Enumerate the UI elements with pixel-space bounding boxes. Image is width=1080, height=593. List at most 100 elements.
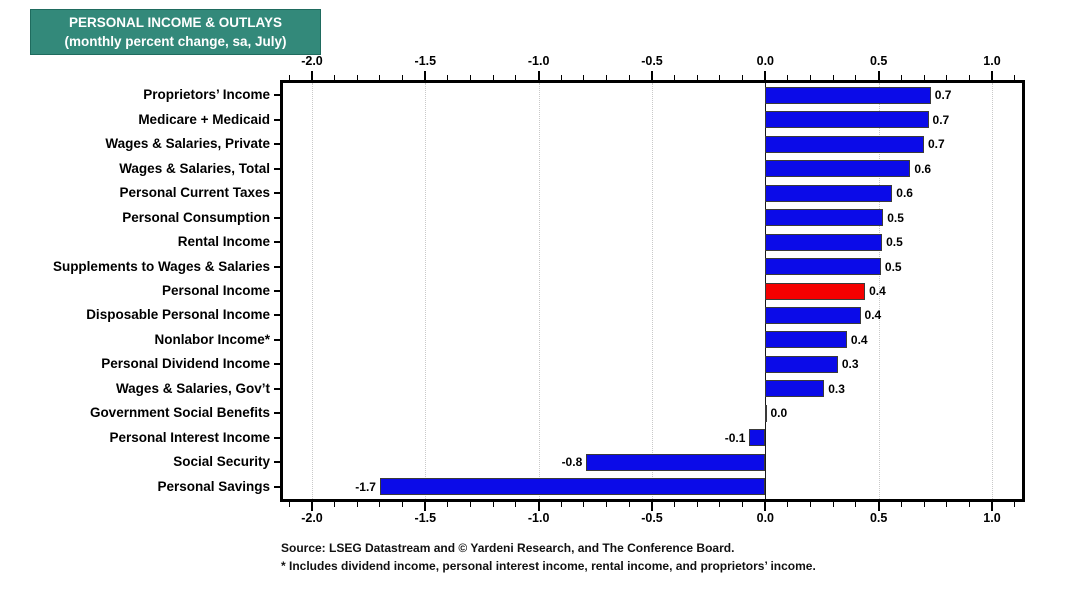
chart-footer: Source: LSEG Datastream and © Yardeni Re… <box>281 539 816 575</box>
x-axis-tick-bottom <box>492 502 494 507</box>
category-axis-tick <box>274 118 280 121</box>
x-axis-tick-bottom <box>900 502 902 507</box>
x-axis-tick-top <box>991 71 993 80</box>
x-axis-tick-bottom <box>991 502 993 511</box>
x-axis-tick-bottom <box>288 502 290 507</box>
category-label: Personal Income <box>161 283 270 298</box>
bar <box>586 453 766 471</box>
value-label: 0.6 <box>896 186 913 201</box>
x-axis-tick-top <box>288 75 290 80</box>
value-label: 0.5 <box>886 235 903 250</box>
category-label: Disposable Personal Income <box>86 307 270 323</box>
x-axis-tick-bottom <box>628 502 630 507</box>
bar <box>765 86 931 104</box>
x-axis-tick-bottom <box>1014 502 1016 507</box>
x-axis-tick-top <box>946 75 948 80</box>
x-axis-tick-bottom <box>537 502 540 511</box>
x-axis-tick-bottom <box>447 502 449 507</box>
value-label: 0.7 <box>934 88 952 103</box>
x-axis-tick-top <box>719 75 721 80</box>
bar <box>749 429 766 447</box>
category-axis-tick <box>274 363 280 366</box>
x-axis-tick-bottom <box>719 502 721 507</box>
category-label: Medicare + Medicaid <box>138 111 270 127</box>
x-axis-tick-top <box>492 75 494 80</box>
x-axis-tick-bottom <box>310 502 313 511</box>
category-axis-tick <box>274 461 280 464</box>
x-tick-label-top: 1.0 <box>983 54 1001 68</box>
x-axis-tick-top <box>424 71 427 80</box>
x-axis-tick-bottom <box>356 502 358 507</box>
major-gridline <box>992 83 993 499</box>
category-axis-tick <box>274 241 280 244</box>
bar <box>765 258 881 276</box>
x-axis-tick-top <box>832 75 834 80</box>
x-axis-tick-bottom <box>650 502 653 511</box>
value-label: -1.7 <box>355 479 376 494</box>
footnote: * Includes dividend income, personal int… <box>281 559 816 573</box>
x-tick-label-top: 0.5 <box>869 54 888 68</box>
x-axis-tick-bottom <box>424 502 427 511</box>
x-axis-tick-top <box>923 75 925 80</box>
x-axis-tick-bottom <box>515 502 517 507</box>
value-label: -0.8 <box>561 455 583 470</box>
category-axis-tick <box>274 314 280 317</box>
value-label: -0.1 <box>724 430 746 445</box>
x-axis-tick-top <box>650 71 653 80</box>
x-axis-tick-bottom <box>470 502 472 507</box>
bar <box>765 331 847 349</box>
x-axis-tick-top <box>742 75 744 80</box>
bar <box>765 160 911 178</box>
category-label: Nonlabor Income* <box>154 331 270 347</box>
x-axis-tick-bottom <box>402 502 404 507</box>
value-label: 0.5 <box>884 259 902 274</box>
category-axis-tick <box>274 167 280 170</box>
x-axis-tick-bottom <box>946 502 948 507</box>
x-tick-label-bottom: -0.5 <box>641 511 663 525</box>
category-label: Personal Interest Income <box>109 429 270 445</box>
x-tick-label-bottom: 1.0 <box>983 511 1001 525</box>
x-axis-tick-top <box>356 75 358 80</box>
chart-subtitle: (monthly percent change, sa, July) <box>64 34 287 49</box>
bar <box>765 404 768 422</box>
category-axis-tick <box>274 143 280 146</box>
x-axis-tick-bottom <box>787 502 789 507</box>
x-axis-tick-top <box>310 71 313 80</box>
x-axis-tick-top <box>606 75 608 80</box>
category-label: Rental Income <box>177 234 270 250</box>
x-axis-tick-bottom <box>832 502 834 507</box>
x-tick-label-bottom: 0.0 <box>756 511 775 525</box>
x-tick-label-bottom: -1.5 <box>414 511 437 525</box>
x-axis-tick-top <box>764 71 767 80</box>
value-label: 0.3 <box>828 381 845 396</box>
x-axis-tick-bottom <box>968 502 970 507</box>
chart-title-box: PERSONAL INCOME & OUTLAYS (monthly perce… <box>30 9 321 55</box>
category-label: Personal Dividend Income <box>101 356 270 372</box>
category-label: Personal Savings <box>157 478 270 494</box>
x-axis-tick-bottom <box>379 502 381 507</box>
value-label: 0.5 <box>887 210 904 225</box>
x-axis-tick-bottom <box>742 502 744 507</box>
x-axis-tick-top <box>515 75 517 80</box>
x-axis-tick-top <box>447 75 449 80</box>
x-tick-label-bottom: -2.0 <box>301 511 323 525</box>
x-axis-tick-top <box>334 75 336 80</box>
category-label: Wages & Salaries, Private <box>105 136 270 152</box>
x-tick-label-top: -1.0 <box>527 54 550 68</box>
category-axis-tick <box>274 485 280 488</box>
major-gridline <box>538 83 540 499</box>
x-axis-tick-top <box>1014 75 1016 80</box>
x-axis-tick-bottom <box>764 502 767 511</box>
x-tick-label-bottom: -1.0 <box>527 511 550 525</box>
category-label: Wages & Salaries, Total <box>119 160 270 176</box>
x-axis-tick-top <box>379 75 381 80</box>
value-label: 0.6 <box>914 161 932 176</box>
value-label: 0.4 <box>869 284 886 298</box>
plot-area: 0.7 0.7 0.7 0.6 0.6 0.5 0.5 0.5 0.4 0.4 0.4 0.3 0.3 0… <box>280 80 1025 502</box>
category-axis-tick <box>274 412 280 415</box>
x-tick-label-top: -2.0 <box>301 54 323 68</box>
x-axis-tick-top <box>674 75 676 80</box>
x-axis-tick-bottom <box>696 502 698 507</box>
value-label: 0.4 <box>864 308 882 323</box>
